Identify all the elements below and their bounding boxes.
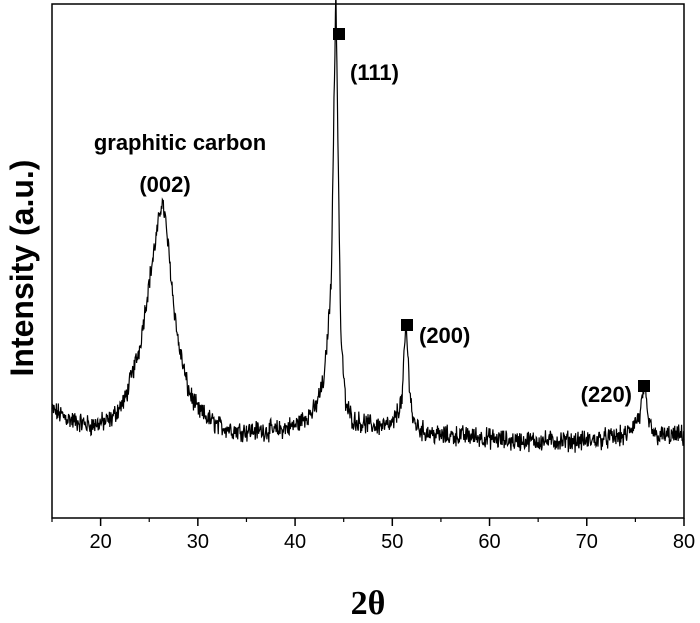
peak-marker-square [401,319,413,331]
x-tick-label: 50 [381,531,403,553]
annotation-220: (220) [581,382,632,407]
plot-frame [51,3,685,519]
y-axis-label: Intensity (a.u.) [4,160,40,377]
annotation-111: (111) [350,60,399,85]
xrd-pattern-line [51,0,685,453]
annotation-200: (200) [419,323,470,348]
x-tick-label: 70 [576,531,598,553]
x-tick-label: 30 [187,531,209,553]
x-tick-label: 60 [478,531,500,553]
peak-marker-square [333,28,345,40]
peak-annotations: graphitic carbon (002) (111) (200) (220) [94,28,650,407]
x-axis-ticks: 20 30 40 50 60 70 80 [51,518,695,553]
x-tick-label: 40 [284,531,306,553]
annotation-002: (002) [139,172,190,197]
x-axis-label: 2θ [351,585,386,622]
x-tick-label: 80 [673,531,695,553]
peak-marker-square [638,380,650,392]
annotation-graphitic-carbon: graphitic carbon [94,130,266,155]
x-tick-label: 20 [89,531,111,553]
